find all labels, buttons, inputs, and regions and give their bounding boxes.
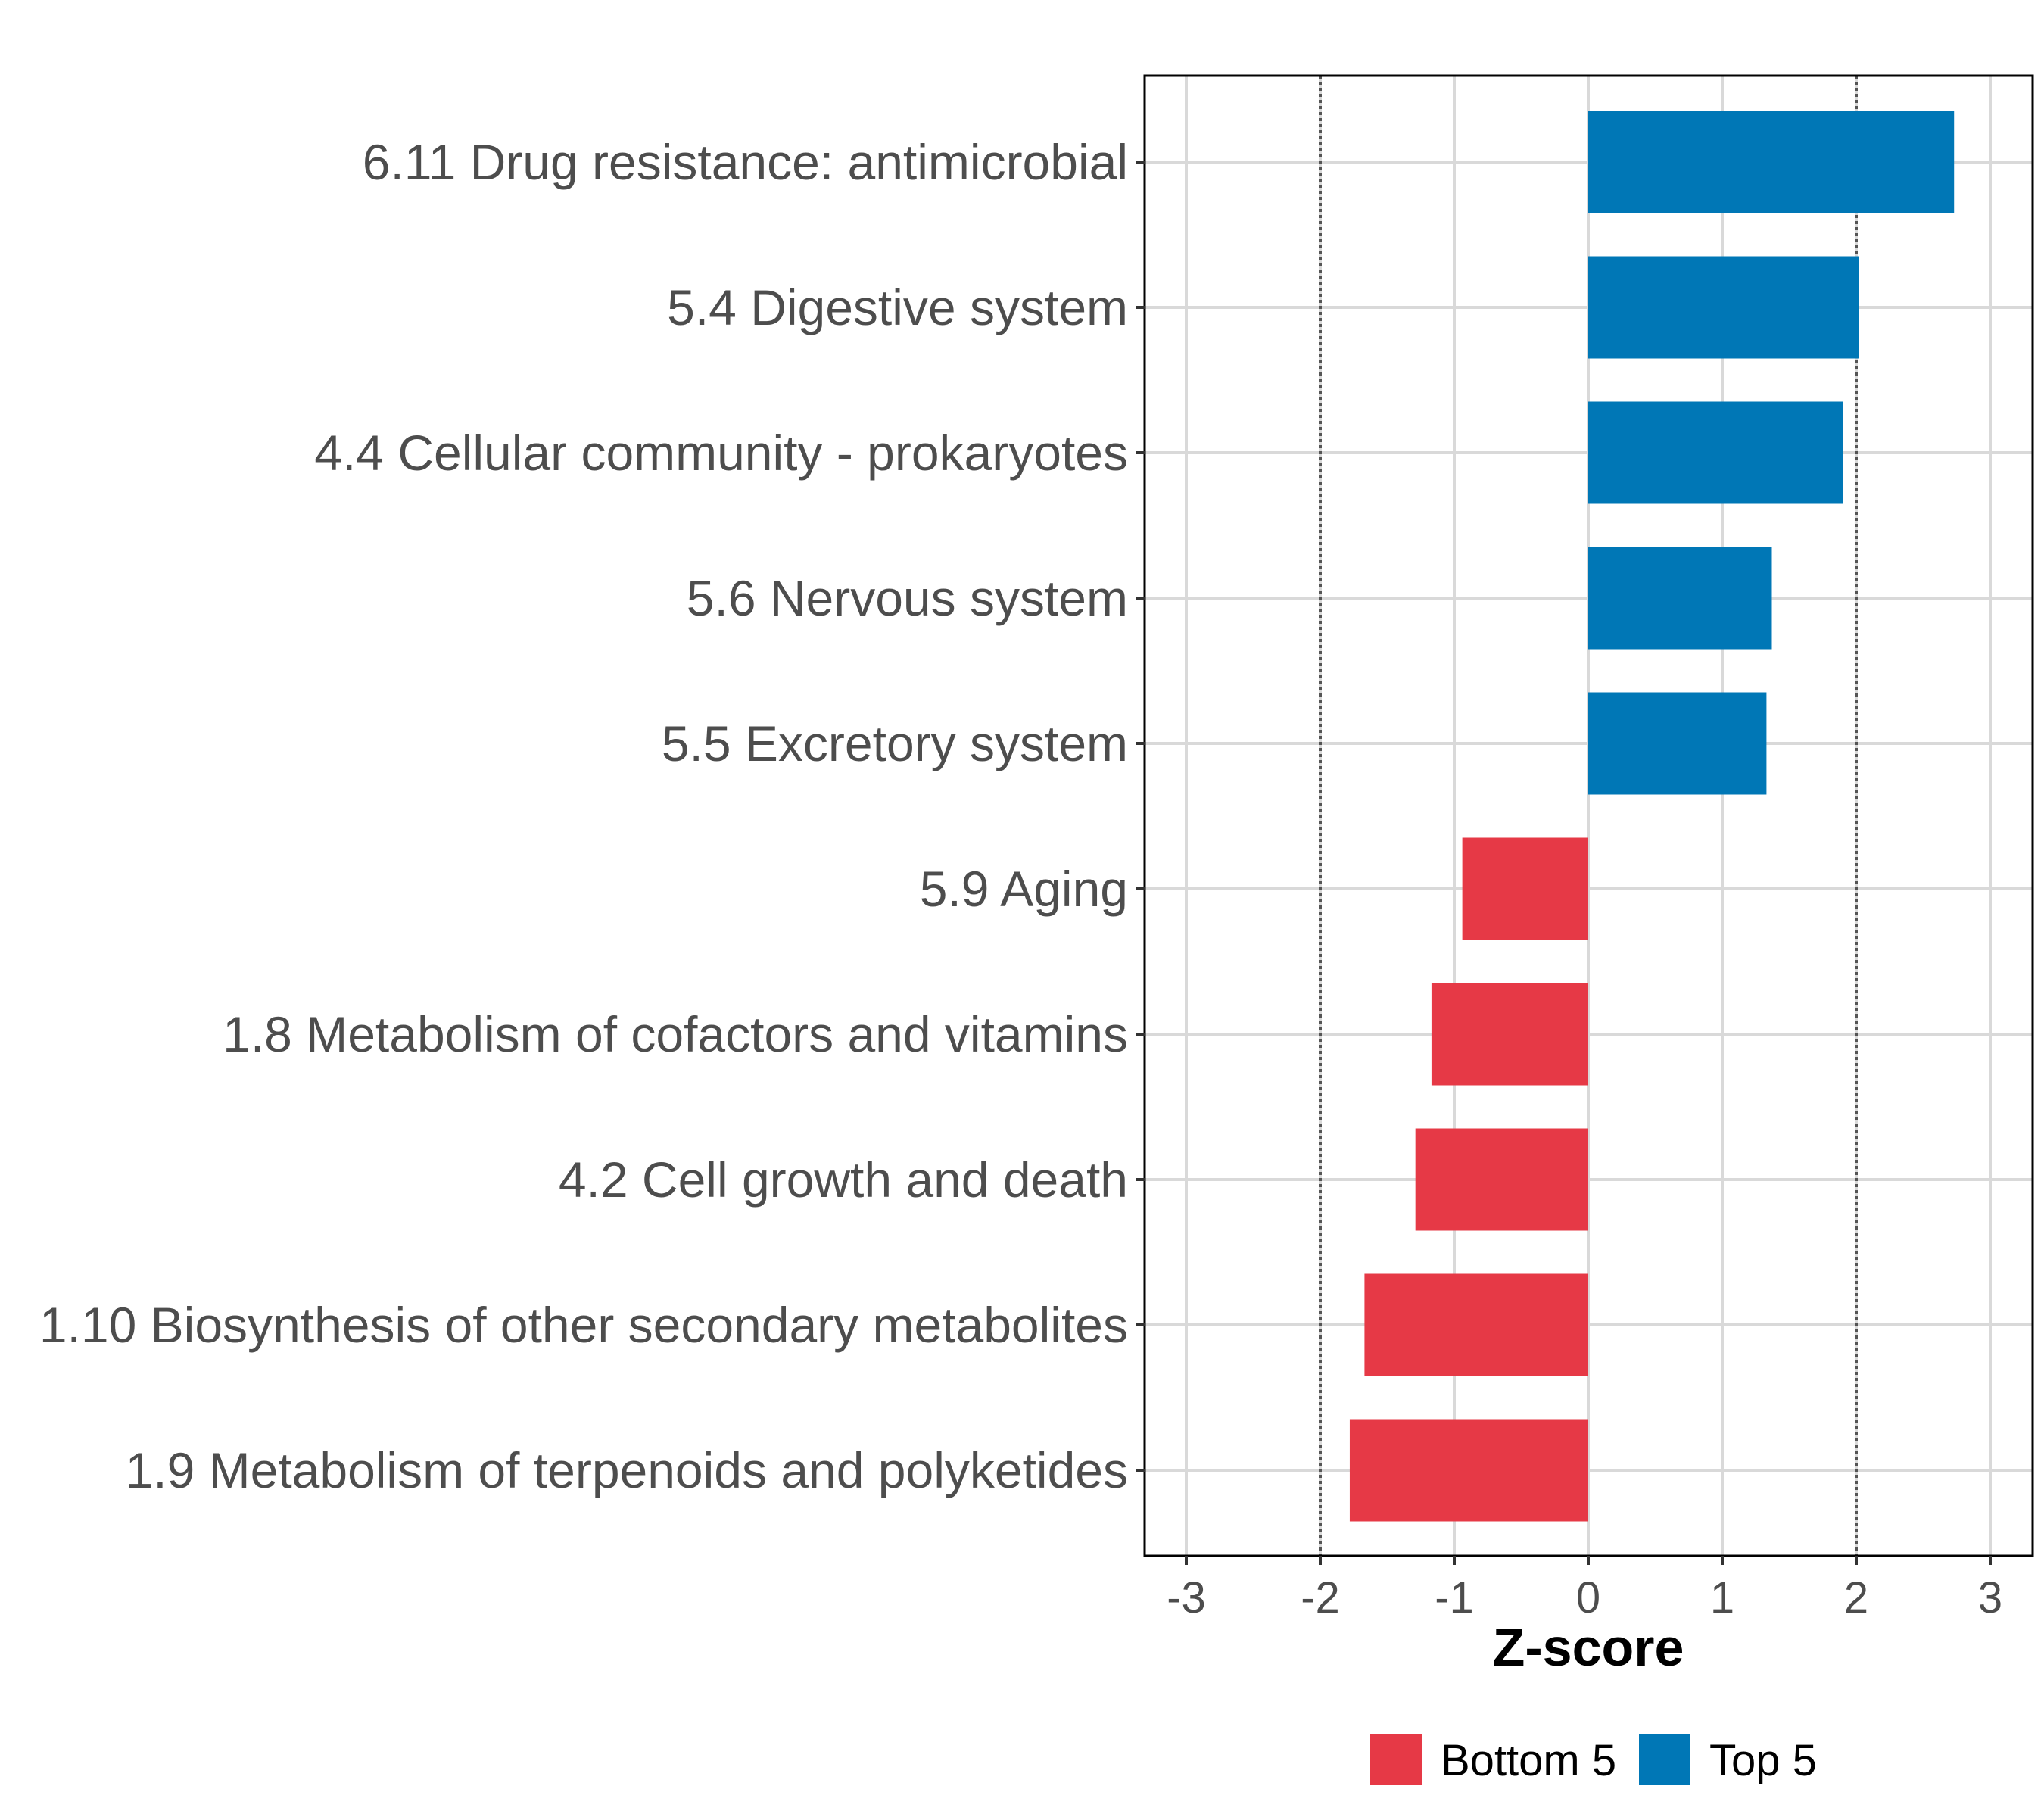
x-tick-label: 2: [1844, 1573, 1868, 1622]
bar-0: [1588, 111, 1955, 213]
legend-swatch-top-5: [1639, 1734, 1690, 1785]
reference-lines: [1319, 76, 1858, 1556]
category-label: 5.9 Aging: [920, 861, 1128, 917]
bar-6: [1431, 983, 1588, 1086]
bars: [1349, 111, 1955, 1522]
bar-9: [1349, 1419, 1588, 1522]
legend-label: Top 5: [1709, 1736, 1817, 1785]
bar-1: [1588, 256, 1859, 359]
legend: Bottom 5 Top 5: [1370, 1734, 1817, 1785]
y-axis-ticks: [1136, 161, 1145, 1472]
category-label: 4.2 Cell growth and death: [559, 1152, 1128, 1208]
legend-swatch-bottom-5: [1370, 1734, 1422, 1785]
bar-8: [1364, 1273, 1588, 1376]
category-label: 4.4 Cellular community - prokaryotes: [314, 425, 1128, 481]
bar-3: [1588, 547, 1772, 650]
x-tick-label: -3: [1167, 1573, 1206, 1622]
category-label: 1.10 Biosynthesis of other secondary met…: [39, 1297, 1128, 1353]
category-label: 5.4 Digestive system: [667, 279, 1128, 335]
x-tick-label: 1: [1710, 1573, 1734, 1622]
category-label: 5.5 Excretory system: [662, 715, 1128, 771]
category-label: 6.11 Drug resistance: antimicrobial: [363, 134, 1128, 190]
x-axis-title: Z-score: [1493, 1618, 1684, 1677]
category-label: 5.6 Nervous system: [687, 570, 1128, 626]
x-tick-labels: -3 -2 -1 0 1 2 3: [1167, 1573, 2002, 1622]
x-axis-ticks: [1185, 1556, 1992, 1565]
category-label: 1.8 Metabolism of cofactors and vitamins: [223, 1006, 1128, 1062]
legend-label: Bottom 5: [1441, 1736, 1616, 1785]
x-tick-label: -2: [1301, 1573, 1340, 1622]
bar-4: [1588, 692, 1767, 795]
bar-2: [1588, 401, 1843, 504]
category-labels: 6.11 Drug resistance: antimicrobial 5.4 D…: [39, 134, 1128, 1498]
x-tick-label: 3: [1978, 1573, 2002, 1622]
bar-7: [1415, 1128, 1588, 1231]
category-label: 1.9 Metabolism of terpenoids and polyket…: [126, 1442, 1128, 1498]
bar-5: [1462, 837, 1588, 940]
x-tick-label: -1: [1435, 1573, 1474, 1622]
x-tick-label: 0: [1576, 1573, 1600, 1622]
